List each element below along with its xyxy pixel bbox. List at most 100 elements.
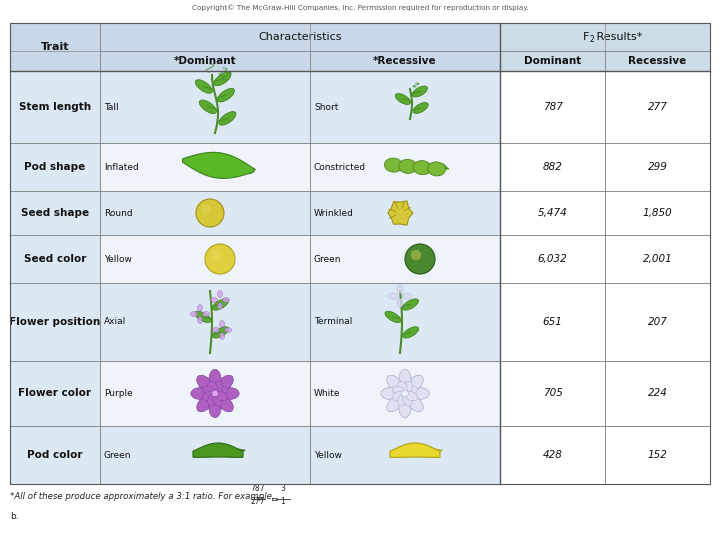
Bar [100,51,310,71]
Text: 152: 152 [647,450,667,460]
Ellipse shape [202,386,215,396]
Circle shape [402,390,408,397]
Ellipse shape [407,375,423,391]
Text: Terminal: Terminal [314,318,352,327]
Bar [605,71,710,143]
Text: Pod shape: Pod shape [24,162,86,172]
Text: Round: Round [104,208,132,218]
Text: 277: 277 [647,102,667,112]
Text: 705: 705 [543,388,562,399]
Ellipse shape [213,381,222,394]
Bar [605,51,710,71]
Bar [10,426,100,484]
Bar [310,191,500,235]
Text: *Dominant: *Dominant [174,56,236,66]
Text: 277: 277 [251,497,265,506]
Text: 882: 882 [543,162,562,172]
Ellipse shape [220,388,239,400]
Ellipse shape [215,386,228,396]
Bar [605,235,710,283]
Text: Recessive: Recessive [629,56,687,66]
Text: 2,001: 2,001 [643,254,672,264]
Ellipse shape [217,375,233,391]
Text: Results*: Results* [593,32,642,42]
Text: Yellow: Yellow [314,450,342,460]
Ellipse shape [209,369,221,389]
Ellipse shape [197,375,213,391]
Ellipse shape [202,391,215,401]
Text: 2: 2 [589,35,594,44]
Ellipse shape [384,158,402,172]
Circle shape [211,249,221,260]
Circle shape [205,244,235,274]
Text: Seed color: Seed color [24,254,86,264]
Ellipse shape [413,86,428,97]
Circle shape [410,249,421,260]
Text: Yellow: Yellow [104,254,132,264]
Bar [500,235,605,283]
Bar [605,426,710,484]
Ellipse shape [381,388,400,400]
Ellipse shape [215,392,228,401]
Ellipse shape [392,386,405,396]
Bar [10,235,100,283]
Ellipse shape [397,299,403,307]
Ellipse shape [399,369,411,389]
Ellipse shape [402,293,412,299]
Text: Pod color: Pod color [27,450,83,460]
Ellipse shape [212,299,228,310]
Ellipse shape [405,392,418,401]
Text: Dominant: Dominant [524,56,581,66]
Text: Stem length: Stem length [19,102,91,112]
Text: Inflated: Inflated [104,163,139,172]
Text: b.: b. [10,512,19,521]
Ellipse shape [402,327,418,338]
Ellipse shape [197,395,213,412]
Ellipse shape [385,311,401,322]
Ellipse shape [207,393,217,406]
Ellipse shape [389,293,397,299]
Bar [605,283,710,361]
Text: Short: Short [314,103,338,111]
Ellipse shape [220,333,225,340]
Ellipse shape [197,305,202,312]
Bar [310,283,500,361]
Text: 299: 299 [647,162,667,172]
Text: Tall: Tall [104,103,119,111]
Ellipse shape [428,162,446,176]
Text: Wrinkled: Wrinkled [314,208,354,218]
Bar [500,143,605,191]
Text: Copyright© The McGraw-Hill Companies, Inc. Permission required for reproduction : Copyright© The McGraw-Hill Companies, In… [192,4,528,11]
Bar [10,191,100,235]
Ellipse shape [225,327,232,333]
Bar [100,361,310,426]
Text: Axial: Axial [104,318,126,327]
Bar [500,71,605,143]
Circle shape [201,204,211,214]
Ellipse shape [217,395,233,412]
Ellipse shape [397,285,403,294]
Ellipse shape [212,393,222,406]
Text: 1,850: 1,850 [643,208,672,218]
Bar [10,361,100,426]
Ellipse shape [212,327,229,338]
Ellipse shape [413,103,428,113]
Bar [500,283,605,361]
Ellipse shape [222,298,230,302]
Ellipse shape [402,299,418,310]
Ellipse shape [407,395,423,412]
Ellipse shape [212,327,220,333]
Text: Seed shape: Seed shape [21,208,89,218]
Text: Flower color: Flower color [19,388,91,399]
Polygon shape [388,201,413,225]
Ellipse shape [199,100,217,113]
Text: Constricted: Constricted [314,163,366,172]
Ellipse shape [220,321,225,327]
Ellipse shape [402,393,413,406]
Bar [605,191,710,235]
Bar [10,283,100,361]
Bar [100,71,310,143]
Ellipse shape [195,80,212,93]
Bar [10,143,100,191]
Ellipse shape [399,159,417,173]
